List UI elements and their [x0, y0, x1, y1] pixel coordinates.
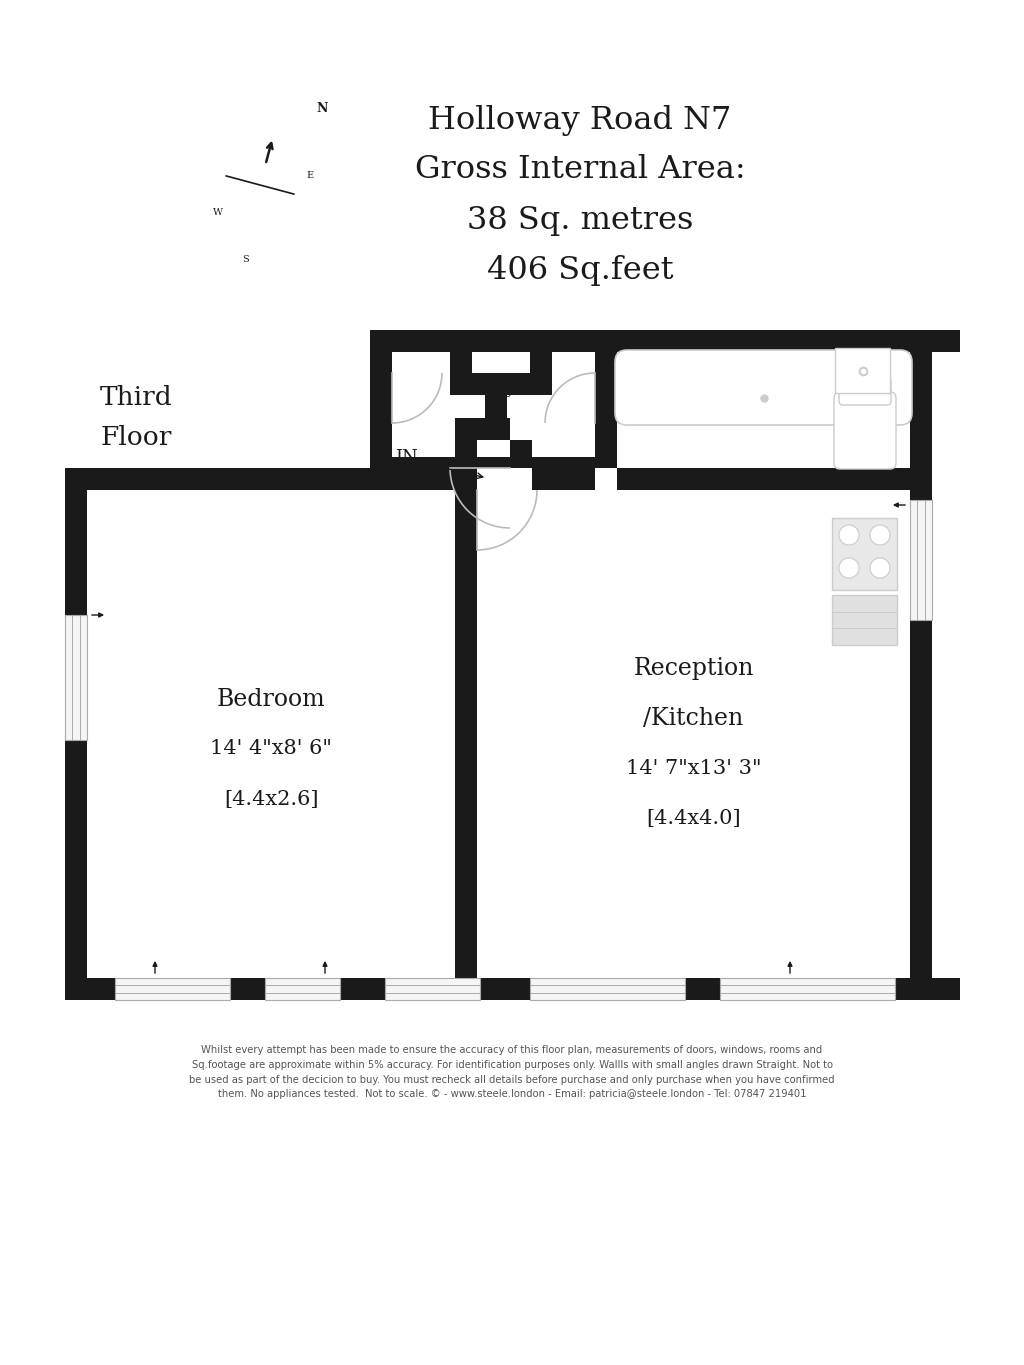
Bar [720, 977, 895, 1001]
Text: [4.4x2.6]: [4.4x2.6] [224, 789, 318, 808]
Text: 14' 7"x13' 3": 14' 7"x13' 3" [626, 759, 761, 778]
Bar [530, 977, 685, 1001]
Bar [455, 440, 477, 490]
Bar [910, 330, 932, 1001]
FancyBboxPatch shape [834, 392, 896, 470]
Bar [831, 595, 897, 646]
Bar [65, 468, 87, 1001]
Text: W: W [213, 209, 223, 217]
Text: S: S [242, 255, 249, 265]
Bar [510, 440, 532, 468]
Bar [385, 977, 480, 1001]
Text: 406 Sq.feet: 406 Sq.feet [486, 254, 674, 285]
Text: Floor: Floor [100, 425, 171, 450]
Bar [617, 468, 910, 490]
Bar [455, 490, 477, 977]
Text: /Kitchen: /Kitchen [643, 707, 743, 730]
Bar [595, 330, 617, 468]
Text: Storage: Storage [466, 384, 521, 397]
Text: Holloway Road N7: Holloway Road N7 [428, 105, 732, 135]
Text: 38 Sq. metres: 38 Sq. metres [467, 205, 693, 236]
Bar [485, 418, 510, 440]
Text: IN: IN [395, 449, 418, 467]
Bar [485, 394, 507, 440]
FancyBboxPatch shape [615, 349, 912, 425]
Circle shape [839, 526, 859, 545]
Bar [910, 500, 932, 620]
FancyBboxPatch shape [839, 377, 891, 405]
Text: Third: Third [100, 385, 173, 410]
Text: [4.4x4.0]: [4.4x4.0] [646, 809, 740, 829]
Bar [65, 616, 87, 740]
Bar [65, 977, 959, 1001]
Bar [450, 330, 472, 373]
Bar [115, 977, 230, 1001]
Bar [720, 977, 895, 1001]
Bar [910, 500, 932, 620]
Circle shape [839, 558, 859, 577]
Bar [835, 348, 890, 393]
Bar [370, 330, 392, 490]
Bar [450, 373, 485, 394]
Bar [485, 394, 507, 418]
Bar [370, 330, 961, 352]
Bar [115, 977, 230, 1001]
Bar [455, 418, 485, 440]
Bar [485, 373, 530, 394]
Text: N: N [316, 102, 328, 115]
Text: E: E [306, 171, 313, 180]
Text: Gross Internal Area:: Gross Internal Area: [415, 154, 745, 186]
Bar [530, 977, 685, 1001]
Text: Whilst every attempt has been made to ensure the accuracy of this floor plan, me: Whilst every attempt has been made to en… [189, 1046, 835, 1099]
Bar [530, 330, 552, 394]
Circle shape [870, 526, 890, 545]
Text: 14' 4"x8' 6": 14' 4"x8' 6" [210, 740, 332, 759]
Bar [532, 468, 595, 490]
Bar [87, 468, 455, 490]
Circle shape [870, 558, 890, 577]
Bar [831, 517, 897, 590]
Bar [392, 457, 595, 468]
Text: Reception: Reception [633, 658, 754, 681]
Bar [265, 977, 340, 1001]
Bar [265, 977, 340, 1001]
Bar [385, 977, 480, 1001]
Bar [65, 616, 87, 740]
Text: Bedroom: Bedroom [217, 688, 326, 711]
